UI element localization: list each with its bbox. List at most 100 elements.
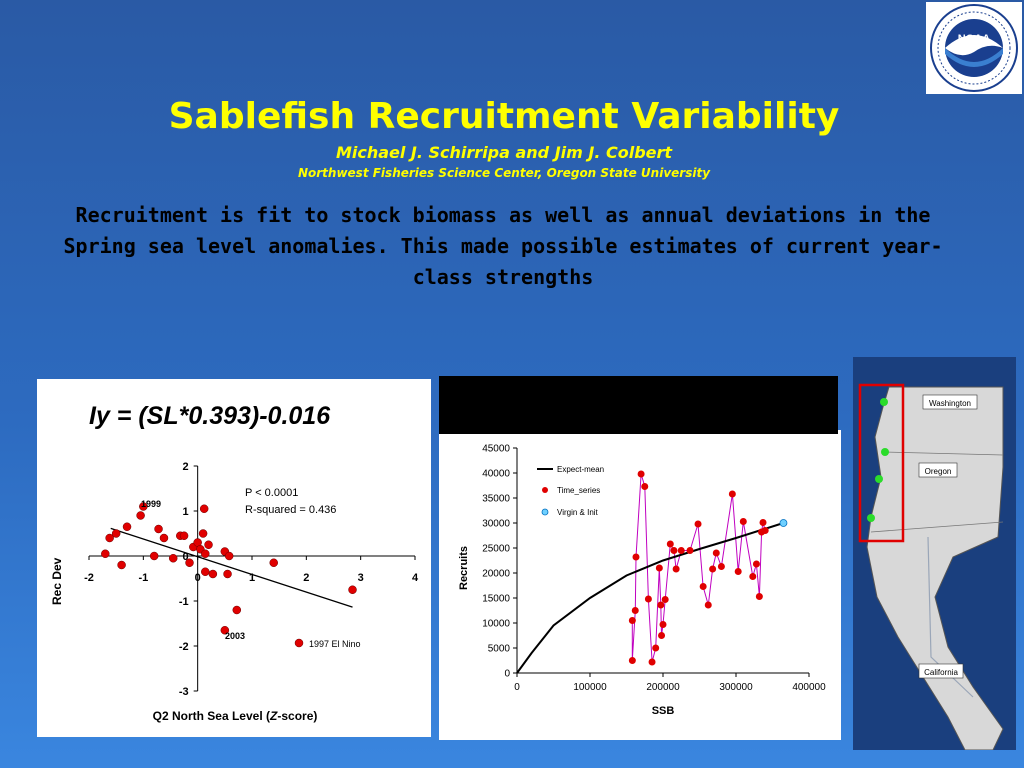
time-series-point: [670, 547, 678, 554]
time-series-line: [631, 473, 766, 663]
time-series-point: [644, 595, 652, 603]
time-series-point: [655, 564, 663, 572]
time-series-point: [641, 483, 649, 490]
time-series-point: [677, 547, 685, 554]
y-axis-label-recruits: Recruits: [458, 546, 470, 590]
x-tick-label: -1: [138, 572, 148, 584]
data-point: [232, 605, 242, 615]
y-tick-label: 0: [504, 669, 510, 680]
x-tick-label: 200000: [646, 682, 680, 693]
time-series-point: [666, 540, 674, 548]
data-point: [136, 511, 145, 520]
y-tick-label: 20000: [482, 569, 510, 580]
time-series-point: [632, 553, 640, 561]
y-tick-label: 35000: [482, 494, 510, 505]
data-point: [199, 504, 209, 513]
data-point: [159, 533, 169, 543]
y-tick-label: 40000: [482, 469, 510, 480]
time-series-point: [657, 601, 665, 609]
x-tick-label: 3: [358, 572, 364, 584]
y-axis-label: Rec Dev: [50, 557, 64, 605]
description: Recruitment is fit to stock biomass as w…: [63, 203, 943, 289]
legend-marker-el-nino: [294, 638, 304, 648]
authors: Michael J. Schirripa and Jim J. Colbert: [335, 143, 673, 162]
y-tick-label: 1: [183, 506, 189, 518]
equation-label: Iy = (SL*0.393)-0.016: [89, 402, 331, 430]
y-tick-label: 30000: [482, 519, 510, 530]
time-series-point: [658, 632, 666, 639]
data-point: [185, 558, 194, 567]
x-tick-label: 1: [249, 572, 255, 584]
time-series-point: [672, 565, 680, 573]
data-point: [223, 569, 232, 579]
expect-mean-curve: [516, 522, 784, 674]
virgin-init-point: [779, 519, 788, 527]
y-tick-label: -3: [179, 686, 189, 698]
time-series-point: [717, 563, 725, 570]
rec-dev-chart: Iy = (SL*0.393)-0.016 -2 -1 0 1 2 3 4 2 1 0 -1 -2 -3…: [50, 402, 419, 723]
data-point: [198, 529, 208, 538]
time-series-point: [739, 518, 747, 525]
recruits-chart: 45000 40000 35000 30000 25000 20000 15000 10000…: [458, 444, 826, 718]
y-tick-label: 25000: [482, 544, 510, 555]
y-tick-label: 2: [183, 461, 189, 473]
annotation-1999: 1999: [141, 499, 161, 509]
logo-text: NOAA: [958, 33, 990, 45]
x-axis-label: Q2 North Sea Level (Z-score): [153, 709, 318, 723]
legend-expect-mean: Expect-mean: [557, 465, 604, 474]
time-series-point: [755, 593, 763, 600]
x-tick-label: 2: [303, 572, 309, 584]
legend-time-series: Time_series: [557, 486, 600, 495]
data-point: [139, 502, 148, 511]
y-tick-label: 45000: [482, 444, 510, 455]
time-series-point: [699, 583, 707, 590]
data-point: [224, 551, 234, 561]
station-marker: [880, 398, 888, 406]
time-series-point: [712, 549, 720, 557]
rec-dev-chart-panel: Iy = (SL*0.393)-0.016 -2 -1 0 1 2 3 4 2 1 0 -1 -2 -3…: [37, 379, 431, 737]
data-point: [154, 524, 163, 534]
data-point: [179, 531, 189, 540]
time-series-point: [761, 527, 769, 534]
time-series-point: [694, 520, 702, 528]
time-series-point: [652, 644, 660, 652]
data-point: [117, 560, 126, 570]
map-label-oregon: Oregon: [925, 467, 952, 476]
annotation-2003: 2003: [225, 631, 245, 641]
time-series-point: [637, 470, 645, 478]
map-label-washington: Washington: [929, 399, 971, 408]
page-title: Sablefish Recruitment Variability: [168, 96, 840, 137]
time-series-point: [728, 490, 736, 498]
data-point: [201, 567, 210, 576]
x-tick-label: 300000: [719, 682, 753, 693]
time-series-point: [686, 547, 694, 554]
legend-virgin-init: Virgin & Init: [557, 508, 599, 517]
y-tick-label: 15000: [482, 594, 510, 605]
station-marker: [867, 514, 875, 522]
data-point: [208, 569, 218, 579]
station-marker: [875, 475, 883, 483]
time-series-point: [628, 657, 636, 664]
data-point: [149, 551, 159, 561]
affiliation: Northwest Fisheries Science Center, Oreg…: [297, 166, 711, 180]
time-series-point: [704, 601, 712, 609]
west-coast-map: Washington Oregon California: [853, 357, 1016, 751]
x-tick-label: 400000: [792, 682, 826, 693]
time-series-point: [759, 519, 767, 526]
x-tick-label: 0: [514, 682, 520, 693]
y-tick-label: -1: [179, 596, 189, 608]
time-series-point: [709, 565, 717, 573]
redacted-bar: [439, 376, 838, 434]
data-point: [111, 529, 121, 538]
legend-el-nino: 1997 El Nino: [309, 639, 361, 649]
time-series-point: [648, 658, 656, 666]
x-tick-label: 100000: [573, 682, 607, 693]
time-series-point: [734, 568, 742, 575]
legend-marker-time-series: [542, 487, 548, 493]
time-series-point: [752, 560, 760, 568]
y-tick-label: 10000: [482, 619, 510, 630]
station-marker: [881, 448, 889, 456]
time-series-point: [659, 621, 667, 628]
y-tick-label: -2: [179, 641, 189, 653]
data-point: [348, 585, 357, 594]
